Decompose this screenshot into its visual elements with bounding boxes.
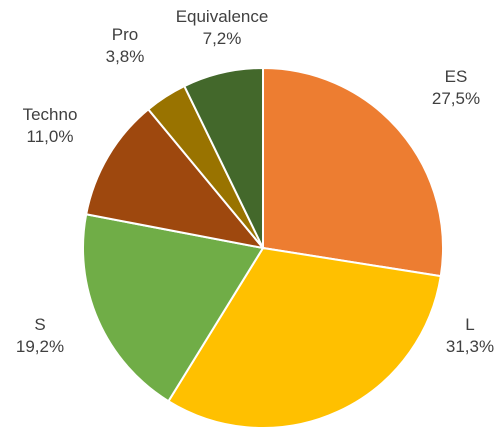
value-label: 7,2% xyxy=(203,29,242,48)
data-label: Equivalence 7,2% xyxy=(176,7,269,48)
category-label: L xyxy=(465,315,474,334)
pie-slice xyxy=(262,66,444,278)
pie-slice xyxy=(85,107,266,250)
data-label: Techno 11,0% xyxy=(23,105,78,146)
category-label: Techno xyxy=(23,105,78,124)
data-label: ES 27,5% xyxy=(432,67,480,108)
value-label: 11,0% xyxy=(27,127,74,146)
category-label: Equivalence xyxy=(176,7,269,26)
pie-slice xyxy=(167,246,442,429)
pie-slice xyxy=(82,213,265,403)
category-label: Pro xyxy=(112,25,138,44)
data-label: L 31,3% xyxy=(446,315,494,356)
data-label: S 19,2% xyxy=(16,315,64,356)
value-label: 27,5% xyxy=(432,89,480,108)
category-label: ES xyxy=(445,67,468,86)
value-label: 19,2% xyxy=(16,337,64,356)
value-label: 31,3% xyxy=(446,337,494,356)
pie-slice xyxy=(182,66,264,249)
data-label: Pro 3,8% xyxy=(106,25,145,66)
category-label: S xyxy=(34,315,45,334)
value-label: 3,8% xyxy=(106,47,145,66)
